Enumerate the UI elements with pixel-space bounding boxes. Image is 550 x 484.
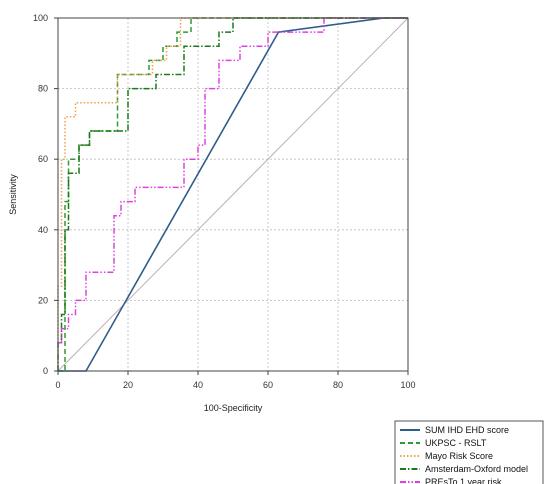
legend-box	[394, 420, 544, 484]
x-tick-label-0: 0	[55, 380, 60, 390]
legend: SUM IHD EHD score UKPSC - RSLT Mayo Risk S…	[394, 420, 544, 484]
x-tick-label-5: 100	[400, 380, 415, 390]
y-tick-label-3: 60	[38, 154, 48, 164]
legend-label-3: Mayo Risk Score	[425, 451, 493, 461]
legend-label-5: PREsTo 1 year risk	[425, 477, 502, 484]
series-line-3	[57, 17, 408, 371]
y-axis-title: Sensitivity	[8, 174, 18, 215]
x-axis-ticks: 0 20 40 60 80 100	[55, 371, 416, 390]
y-tick-label-5: 100	[33, 13, 48, 23]
x-axis-title: 100-Specificity	[204, 403, 263, 413]
y-tick-label-4: 80	[38, 84, 48, 94]
x-tick-label-4: 80	[333, 380, 343, 390]
x-tick-label-3: 60	[263, 380, 273, 390]
series-line-5	[58, 17, 408, 344]
series-line-4	[57, 17, 408, 371]
legend-label-4: Amsterdam-Oxford model	[425, 464, 528, 474]
y-tick-label-1: 20	[38, 295, 48, 305]
x-tick-label-2: 40	[193, 380, 203, 390]
y-tick-label-0: 0	[43, 366, 48, 376]
y-tick-label-2: 40	[38, 225, 48, 235]
x-tick-label-1: 20	[123, 380, 133, 390]
legend-label-1: SUM IHD EHD score	[425, 425, 509, 435]
legend-label-2: UKPSC - RSLT	[425, 438, 487, 448]
y-axis-ticks: 0 20 40 60 80 100	[33, 13, 58, 376]
reference-diagonal-line	[57, 17, 409, 372]
plot-frame	[57, 17, 409, 372]
